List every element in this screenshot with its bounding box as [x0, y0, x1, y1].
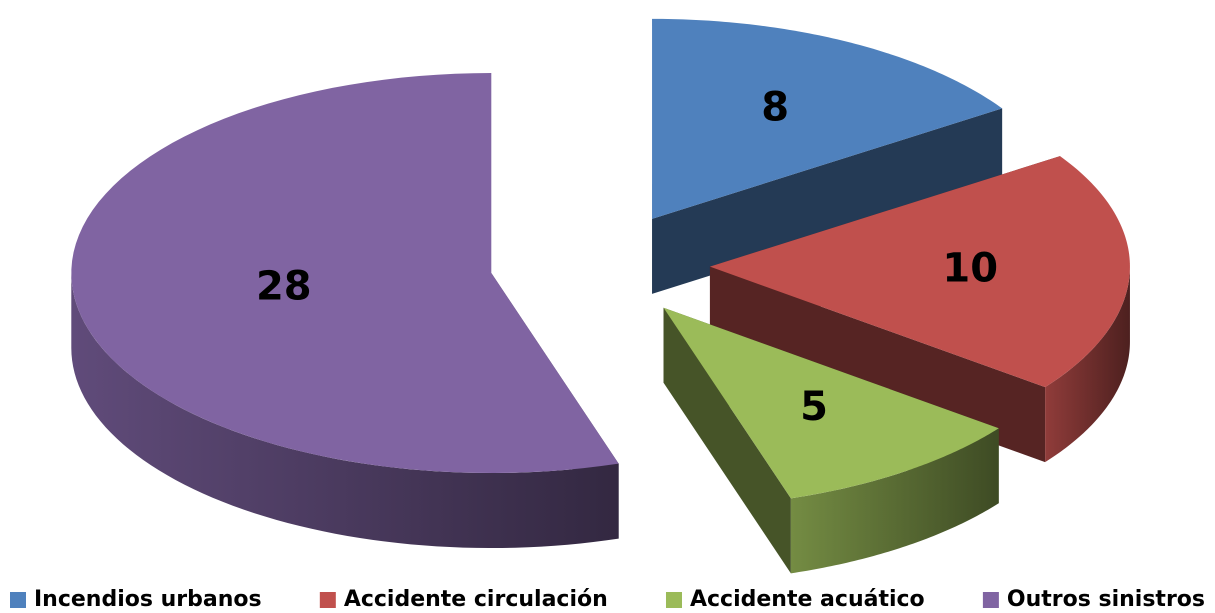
slice-wall — [790, 428, 999, 574]
slice — [652, 18, 1003, 294]
legend-label: Accidente acuático — [690, 587, 925, 612]
slice — [709, 156, 1130, 463]
slice — [663, 307, 999, 574]
legend-swatch — [982, 592, 999, 608]
slice-side — [709, 266, 1046, 463]
legend-label: Accidente circulación — [344, 587, 608, 612]
legend-label: Outros sinistros — [1007, 587, 1205, 612]
slice-top — [652, 18, 1003, 219]
slice-side — [663, 307, 791, 574]
legend-label: Incendios urbanos — [34, 587, 262, 612]
data-label: 10 — [942, 245, 998, 291]
data-label: 8 — [761, 85, 789, 131]
slice — [71, 73, 619, 549]
slice-top — [663, 307, 999, 499]
slice-top — [71, 73, 619, 474]
legend-swatch — [319, 592, 336, 608]
slice-wall — [1045, 266, 1130, 463]
slice-wall — [71, 273, 619, 549]
slice-top — [709, 156, 1130, 388]
legend-swatch — [665, 592, 682, 608]
data-label: 5 — [800, 384, 828, 430]
legend-swatch — [10, 592, 26, 608]
slice-side — [652, 108, 1003, 294]
data-label: 28 — [256, 263, 312, 309]
